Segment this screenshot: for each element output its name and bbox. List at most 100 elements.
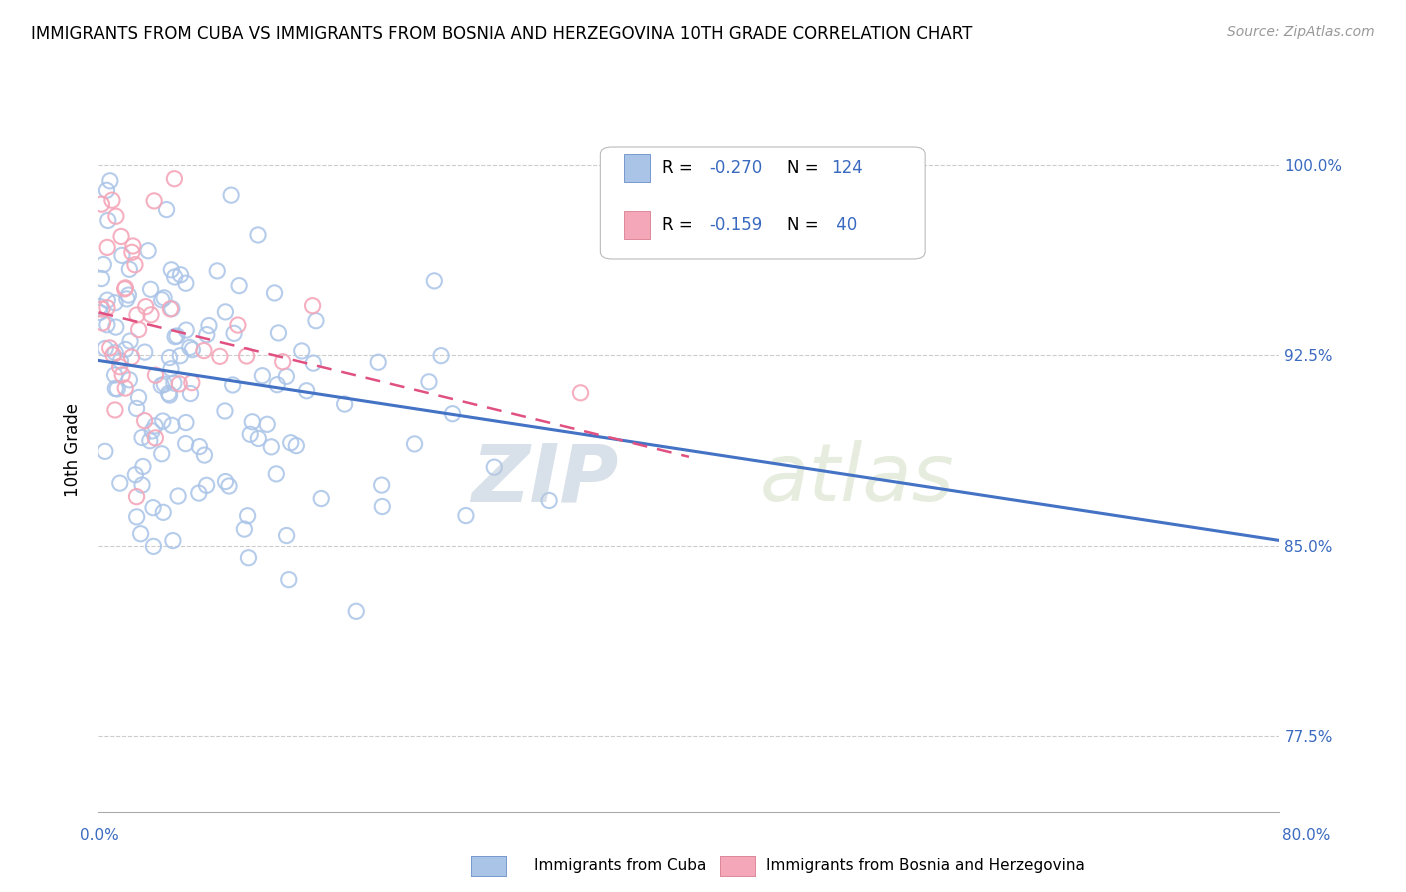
Point [430,349,453,363]
Point [169,349,191,363]
Point [163,376,186,390]
Point [169,376,191,391]
Point [118,262,141,277]
Point [267,326,290,340]
Point [238,550,260,565]
Point [167,489,190,503]
Point [115,292,138,306]
Point [160,262,183,277]
Point [180,376,202,390]
Text: ZIP: ZIP [471,441,619,518]
Point [141,424,163,438]
Point [104,403,127,417]
Point [104,345,127,359]
Point [98,341,121,355]
Point [125,401,148,416]
Point [108,359,131,374]
Point [97,213,120,227]
Point [187,486,209,500]
Point [114,381,136,395]
Point [228,278,250,293]
Point [240,415,263,429]
FancyBboxPatch shape [624,211,650,239]
Point [125,490,148,504]
Point [142,540,165,554]
Point [111,248,134,262]
Text: R =: R = [662,159,697,177]
Text: -0.159: -0.159 [709,216,762,234]
Text: 0.0%: 0.0% [80,828,120,843]
Point [121,245,143,260]
Point [160,361,183,376]
Point [121,239,143,253]
Point [239,427,262,442]
Point [145,368,167,383]
Point [139,282,162,296]
Point [295,384,318,398]
Text: Immigrants from Cuba: Immigrants from Cuba [534,858,707,872]
Point [280,435,302,450]
Point [139,434,162,448]
Point [247,432,270,446]
Point [152,505,174,519]
Point [179,341,201,355]
Point [104,368,127,382]
Point [207,264,229,278]
Point [169,268,191,282]
Text: N =: N = [787,159,824,177]
Text: N =: N = [787,216,824,234]
Point [302,356,325,370]
Point [198,318,221,333]
Point [153,291,176,305]
Point [159,351,181,365]
Text: R =: R = [662,216,697,234]
Point [124,467,146,482]
Point [219,188,242,202]
Point [96,293,118,307]
Point [110,354,132,368]
Point [159,301,181,316]
Point [111,368,134,382]
Point [152,414,174,428]
Point [370,478,392,492]
Point [94,444,117,458]
Point [117,288,139,302]
Point [235,349,257,363]
Point [214,404,236,418]
Point [134,345,156,359]
Point [160,418,183,433]
Point [89,300,111,314]
Point [114,282,136,296]
Point [226,318,249,332]
Text: 124: 124 [831,159,862,177]
Text: atlas: atlas [759,441,955,518]
Point [91,316,114,330]
Point [135,300,157,314]
Point [128,391,150,405]
Point [96,318,118,332]
Point [120,334,142,348]
Point [134,414,156,428]
Point [271,355,294,369]
Point [114,343,136,357]
Point [174,277,197,291]
Point [89,305,111,319]
Point [222,378,245,392]
Point [101,193,124,207]
Point [162,533,184,548]
Point [150,447,173,461]
Point [90,197,112,211]
Point [252,368,274,383]
Text: 80.0%: 80.0% [1282,828,1330,843]
Point [159,388,181,402]
Text: Source: ZipAtlas.com: Source: ZipAtlas.com [1227,25,1375,39]
Point [165,329,187,343]
Point [143,194,166,208]
Point [441,407,464,421]
Point [193,448,215,462]
Point [188,440,211,454]
Point [166,329,188,343]
Text: -0.270: -0.270 [709,159,762,177]
Point [266,467,288,481]
Point [129,526,152,541]
